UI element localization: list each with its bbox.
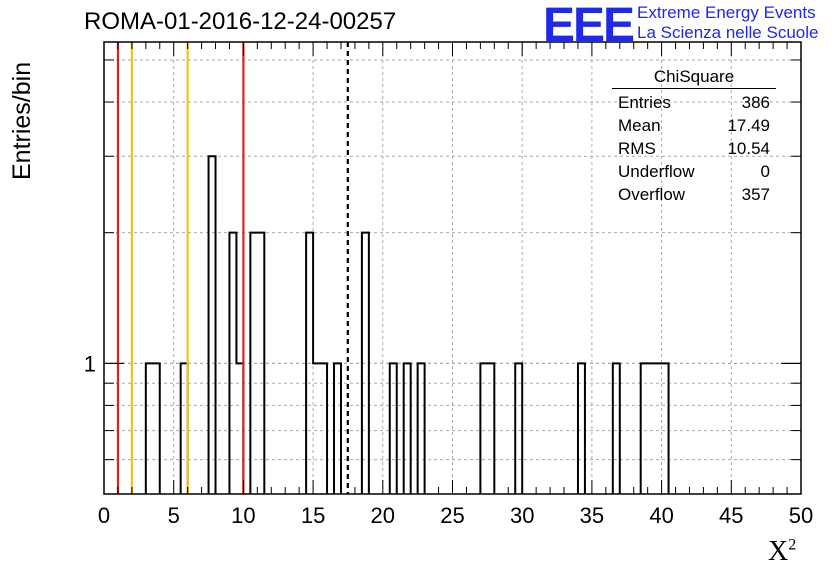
histogram-bars xyxy=(144,155,670,494)
stats-label: Underflow xyxy=(618,162,695,181)
x-tick-label: 10 xyxy=(231,503,255,528)
histogram-bin xyxy=(662,363,669,494)
stats-row: Mean 17.49 xyxy=(612,114,776,137)
axis-ticks xyxy=(103,42,802,494)
x-tick-label: 5 xyxy=(168,503,180,528)
x-tick-label: 25 xyxy=(440,503,464,528)
histogram-bin xyxy=(578,363,585,494)
histogram-bin xyxy=(229,233,236,494)
histogram-bin xyxy=(362,233,369,494)
histogram-bin xyxy=(306,233,313,494)
plot-frame xyxy=(103,41,802,495)
x-tick-label: 40 xyxy=(649,503,673,528)
logo-text-line2: La Scienza nelle Scuole xyxy=(637,23,819,42)
histogram-bin xyxy=(515,363,522,494)
stats-row: Entries 386 xyxy=(612,91,776,114)
histogram-bin xyxy=(153,363,160,494)
x-tick-label: 45 xyxy=(719,503,743,528)
stats-row: Underflow 0 xyxy=(612,160,776,183)
logo-text-line1: Extreme Energy Events xyxy=(637,3,816,22)
stats-label: RMS xyxy=(618,139,656,158)
histogram-bin xyxy=(250,233,257,494)
histogram-bin xyxy=(313,363,320,494)
histogram-bin xyxy=(418,363,425,494)
stats-value: 17.49 xyxy=(727,116,770,135)
stats-label: Overflow xyxy=(618,185,686,204)
stats-label: Entries xyxy=(618,93,671,112)
eee-logo: EEE xyxy=(543,0,635,52)
x-tick-label: 15 xyxy=(301,503,325,528)
histogram-bin xyxy=(487,363,494,494)
stats-box: ChiSquare Entries 386 Mean 17.49 RMS 10.54 … xyxy=(612,67,776,206)
histogram-bin xyxy=(655,363,662,494)
stats-label: Mean xyxy=(618,116,661,135)
stats-title: ChiSquare xyxy=(612,67,776,89)
stats-value: 0 xyxy=(760,162,770,181)
histogram-bin xyxy=(648,363,655,494)
histogram-bin xyxy=(613,363,620,494)
x-tick-label: 0 xyxy=(98,503,110,528)
y-tick-label: 1 xyxy=(84,351,96,376)
stats-row: RMS 10.54 xyxy=(612,137,776,160)
chart-title: ROMA-01-2016-12-24-00257 xyxy=(84,8,397,35)
histogram-bin xyxy=(480,363,487,494)
histogram-bin xyxy=(641,363,648,494)
histogram-bin xyxy=(334,363,341,494)
stats-value: 10.54 xyxy=(727,139,770,158)
x-tick-label: 50 xyxy=(789,503,813,528)
x-axis-label-base: X xyxy=(768,536,789,567)
y-axis-label: Entries/bin xyxy=(8,61,36,180)
x-tick-label: 20 xyxy=(371,503,395,528)
histogram-bin xyxy=(320,363,327,494)
axis-tick-labels: 0 5 10 15 20 25 30 35 40 45 50 1 xyxy=(84,351,813,528)
histogram-outline xyxy=(144,155,670,494)
stats-value: 357 xyxy=(741,185,770,204)
histogram-bin xyxy=(209,156,216,494)
histogram-bin xyxy=(146,363,153,494)
x-tick-label: 30 xyxy=(510,503,534,528)
stats-row: Overflow 357 xyxy=(612,183,776,206)
histogram-bin xyxy=(390,363,397,494)
x-axis-label-superscript: 2 xyxy=(788,536,797,554)
histogram-bin xyxy=(404,363,411,494)
marker-lines xyxy=(116,42,349,494)
x-tick-label: 35 xyxy=(580,503,604,528)
stats-value: 386 xyxy=(741,93,770,112)
grid-lines xyxy=(104,42,801,494)
histogram-bin xyxy=(257,233,264,494)
x-axis-label: X2 xyxy=(768,536,796,568)
